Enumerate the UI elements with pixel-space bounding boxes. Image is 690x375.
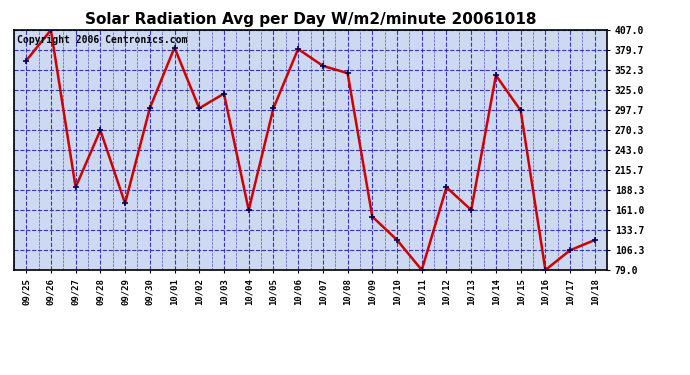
Text: Copyright 2006 Centronics.com: Copyright 2006 Centronics.com [17,35,187,45]
Title: Solar Radiation Avg per Day W/m2/minute 20061018: Solar Radiation Avg per Day W/m2/minute … [85,12,536,27]
